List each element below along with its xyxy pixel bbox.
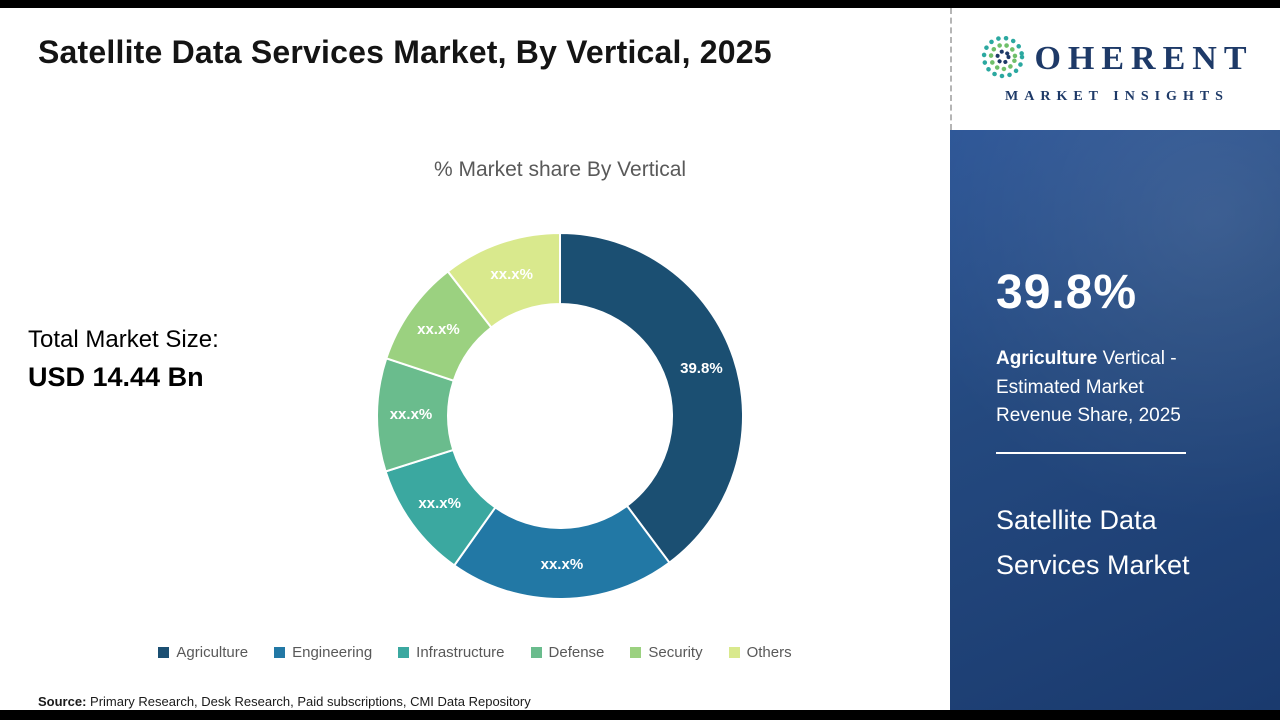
legend-label-infrastructure: Infrastructure bbox=[416, 644, 505, 661]
source-text: Primary Research, Desk Research, Paid su… bbox=[86, 694, 531, 709]
total-market-size-label: Total Market Size: bbox=[28, 326, 219, 353]
highlight-panel: 39.8% Agriculture Vertical - Estimated M… bbox=[950, 130, 1280, 710]
highlight-description: Agriculture Vertical - Estimated Market … bbox=[996, 345, 1211, 431]
brand-logo: OHERENT MARKET INSIGHTS bbox=[950, 8, 1280, 130]
market-name: Satellite Data Services Market bbox=[996, 505, 1190, 580]
top-border-bar bbox=[0, 0, 1280, 8]
source-label: Source: bbox=[38, 694, 87, 709]
brand-wordmark: OHERENT bbox=[1034, 40, 1254, 77]
legend-swatch-defense bbox=[530, 647, 542, 658]
legend-item-engineering: Engineering bbox=[274, 644, 372, 661]
donut-chart: 39.8% xx.x% xx.x% xx.x% xx.x% xx.x% bbox=[376, 231, 744, 600]
slice-label-defense: xx.x% bbox=[390, 406, 433, 423]
legend-swatch-others bbox=[728, 647, 740, 658]
legend-item-security: Security bbox=[630, 644, 703, 661]
highlight-stat: 39.8% bbox=[996, 266, 1138, 319]
donut-chart-container: 39.8% xx.x% xx.x% xx.x% xx.x% xx.x% bbox=[370, 226, 750, 606]
slice-label-security: xx.x% bbox=[417, 321, 460, 338]
legend-swatch-security bbox=[630, 647, 642, 658]
legend-label-security: Security bbox=[648, 644, 703, 661]
source-note: Source: Primary Research, Desk Research,… bbox=[38, 694, 531, 709]
slice-label-others: xx.x% bbox=[490, 266, 533, 283]
slice-label-infrastructure: xx.x% bbox=[418, 495, 461, 512]
legend-item-infrastructure: Infrastructure bbox=[398, 644, 505, 661]
slice-label-agriculture: 39.8% bbox=[680, 360, 723, 377]
legend-swatch-agriculture bbox=[158, 647, 170, 658]
legend-swatch-engineering bbox=[274, 647, 286, 658]
chart-title: % Market share By Vertical bbox=[433, 158, 687, 181]
legend-label-defense: Defense bbox=[548, 644, 605, 661]
bottom-border-bar bbox=[0, 710, 1280, 720]
legend-label-engineering: Engineering bbox=[292, 644, 373, 661]
legend-label-others: Others bbox=[746, 644, 792, 661]
highlight-term: Agriculture bbox=[996, 348, 1098, 369]
donut-segment-others bbox=[446, 231, 561, 329]
legend-item-others: Others bbox=[728, 644, 792, 661]
globe-dots-icon bbox=[980, 34, 1026, 85]
brand-logo-row: OHERENT bbox=[980, 34, 1253, 85]
page-title: Satellite Data Services Market, By Verti… bbox=[38, 34, 772, 70]
legend-item-defense: Defense bbox=[530, 644, 605, 661]
total-market-size-block: Total Market Size: USD 14.44 Bn bbox=[28, 326, 219, 393]
brand-tagline: MARKET INSIGHTS bbox=[1005, 88, 1229, 104]
legend-label-agriculture: Agriculture bbox=[176, 644, 249, 661]
donut-segment-agriculture bbox=[559, 231, 744, 565]
total-market-size-value: USD 14.44 Bn bbox=[28, 362, 204, 392]
chart-legend: Agriculture Engineering Infrastructure Defe… bbox=[0, 644, 950, 661]
donut-segment-engineering bbox=[452, 504, 671, 600]
legend-swatch-infrastructure bbox=[398, 647, 410, 658]
panel-divider bbox=[996, 452, 1186, 454]
legend-item-agriculture: Agriculture bbox=[158, 644, 248, 661]
slice-label-engineering: xx.x% bbox=[541, 556, 584, 573]
highlight-rest: Vertical - Estimated Market Revenue Shar… bbox=[996, 348, 1181, 426]
